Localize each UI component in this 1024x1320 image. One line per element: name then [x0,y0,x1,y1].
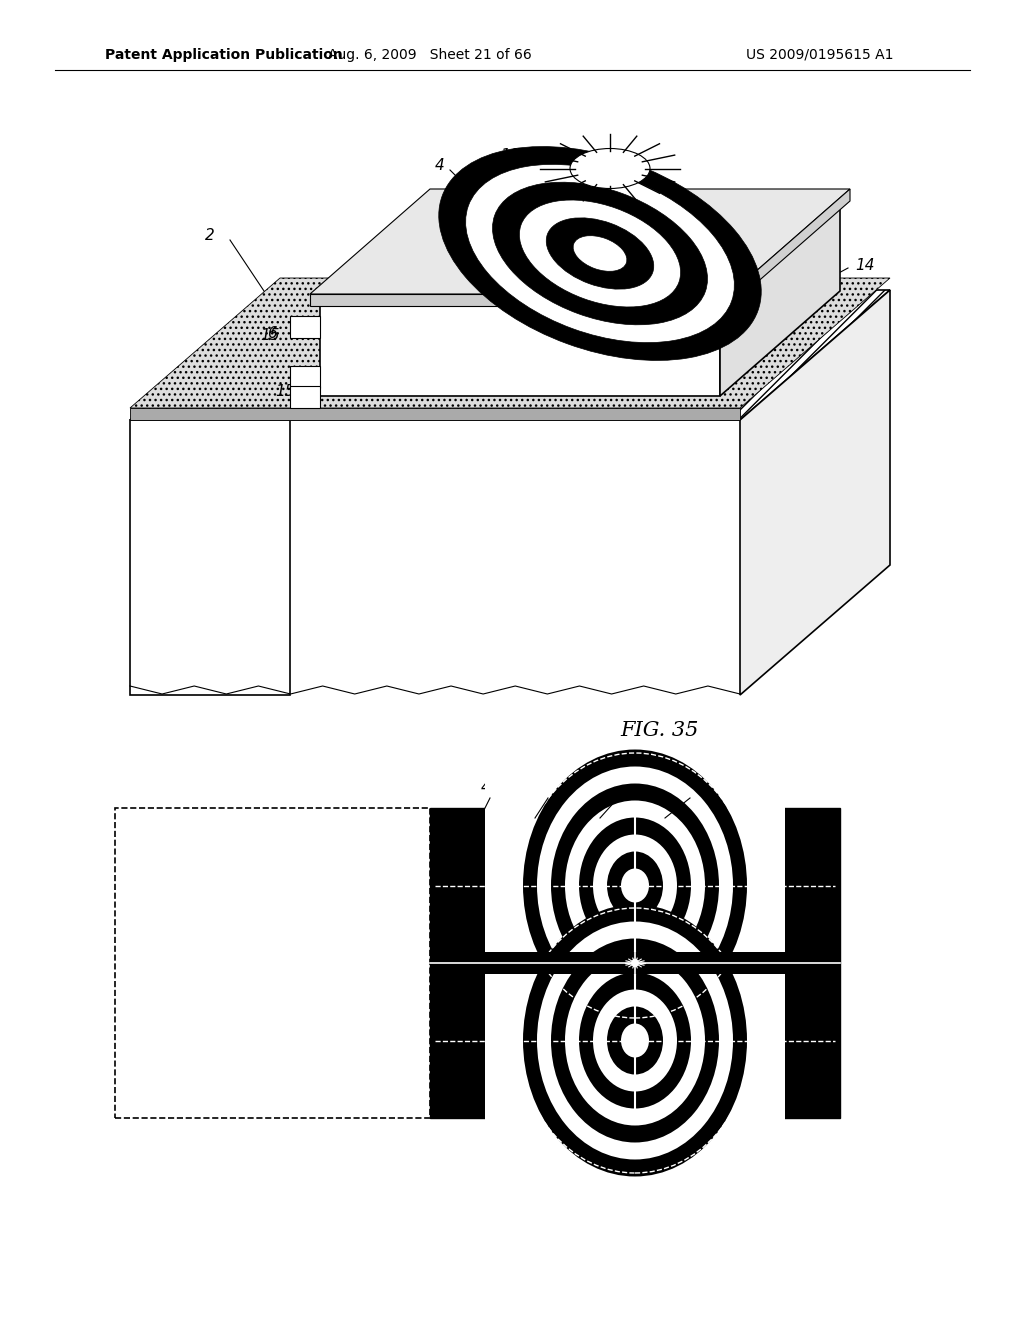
Text: 49: 49 [480,780,500,795]
Ellipse shape [593,834,677,936]
Polygon shape [310,294,730,306]
Ellipse shape [607,851,663,920]
Polygon shape [130,279,890,408]
Polygon shape [290,385,319,408]
Ellipse shape [621,1023,649,1057]
Text: 15.36: 15.36 [306,873,350,887]
Text: 4: 4 [435,157,444,173]
Ellipse shape [537,921,733,1159]
Ellipse shape [579,973,691,1109]
Ellipse shape [565,800,705,970]
Text: 10.36: 10.36 [596,780,640,795]
Ellipse shape [523,750,746,1022]
Bar [430,808,840,1118]
Ellipse shape [551,784,719,987]
Text: 14: 14 [855,257,874,272]
Text: 2: 2 [205,227,215,243]
Text: 15: 15 [275,384,295,400]
Text: FIG. 35: FIG. 35 [621,721,699,739]
Ellipse shape [579,817,691,953]
Bar [430,952,840,974]
Text: Aug. 6, 2009   Sheet 21 of 66: Aug. 6, 2009 Sheet 21 of 66 [328,48,531,62]
Ellipse shape [551,939,719,1143]
Text: 10: 10 [501,148,520,162]
Polygon shape [720,201,840,396]
Ellipse shape [546,218,653,289]
Text: FIG. 36: FIG. 36 [621,1135,699,1155]
Polygon shape [130,290,890,420]
Ellipse shape [438,147,761,360]
Text: 68: 68 [680,780,699,795]
Bar [115,808,430,1118]
Text: Patent Application Publication: Patent Application Publication [105,48,343,62]
Text: 15.36: 15.36 [306,993,350,1007]
Polygon shape [290,315,319,338]
Text: 6: 6 [267,326,276,341]
Ellipse shape [565,956,705,1126]
Text: 15: 15 [260,327,280,342]
Polygon shape [310,189,850,294]
Polygon shape [319,306,720,396]
FancyBboxPatch shape [485,906,785,1191]
Polygon shape [740,290,890,696]
FancyBboxPatch shape [485,751,785,1035]
Polygon shape [130,408,740,420]
Ellipse shape [593,990,677,1092]
Ellipse shape [493,182,708,325]
Ellipse shape [523,904,746,1176]
Ellipse shape [607,1006,663,1074]
Circle shape [631,960,639,968]
Ellipse shape [570,149,650,189]
Polygon shape [730,189,850,306]
Text: 12.36: 12.36 [526,780,570,795]
Polygon shape [130,420,290,696]
Ellipse shape [537,767,733,1005]
Text: US 2009/0195615 A1: US 2009/0195615 A1 [746,48,894,62]
Ellipse shape [466,165,734,343]
Ellipse shape [573,236,627,272]
Polygon shape [319,201,840,306]
Ellipse shape [519,201,681,308]
Ellipse shape [621,869,649,903]
Polygon shape [290,366,319,388]
